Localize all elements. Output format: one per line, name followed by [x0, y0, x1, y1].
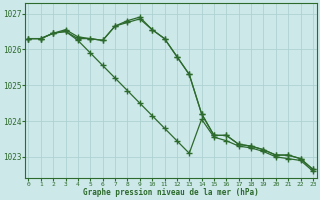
X-axis label: Graphe pression niveau de la mer (hPa): Graphe pression niveau de la mer (hPa) — [83, 188, 259, 197]
